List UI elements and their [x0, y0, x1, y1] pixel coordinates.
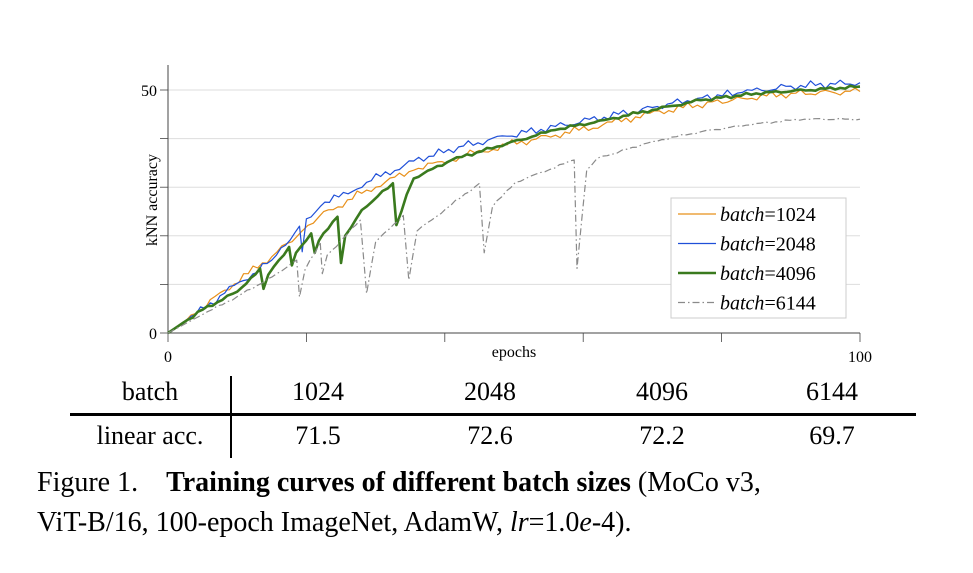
y-tick-label-50: 50 — [141, 83, 157, 100]
table-cell: 69.7 — [809, 421, 855, 450]
series-line-batch-6144 — [167, 117, 861, 334]
caption-math: e — [579, 507, 592, 538]
caption-title: Training curves of different batch sizes — [166, 467, 631, 498]
figure-label: Figure 1. — [37, 467, 139, 498]
caption-math: lr — [509, 507, 529, 538]
table-row-label: linear acc. — [96, 421, 204, 450]
table-header-cell: 1024 — [292, 377, 344, 406]
table-header-cell: 4096 — [636, 377, 688, 406]
table-cell: 72.2 — [639, 421, 685, 450]
x-tick-label-0: 0 — [164, 349, 172, 366]
x-tick-label-100: 100 — [848, 349, 872, 366]
y-tick-label-0: 0 — [149, 326, 157, 343]
legend-label: batch=2048 — [720, 234, 816, 256]
table-header-cell: 6144 — [806, 377, 858, 406]
legend-label: batch=1024 — [720, 204, 816, 226]
caption-text: ViT-B/16, 100-epoch ImageNet, AdamW, — [37, 507, 510, 538]
legend: batch=1024 batch=2048 batch=4096 batch=6144 — [670, 197, 847, 319]
training-curves-chart: kNN accuracy epochs 0 50 0 100 batch=102… — [141, 65, 872, 366]
table-cell: 72.6 — [467, 421, 513, 450]
legend-label: batch=4096 — [720, 263, 816, 285]
table-header-cell: 2048 — [464, 377, 516, 406]
series-line-batch-1024 — [167, 87, 861, 334]
y-axis-label: kNN accuracy — [144, 154, 161, 246]
table-column-rule — [230, 376, 232, 458]
series-line-batch-2048 — [167, 79, 861, 334]
caption-line-1: Figure 1. Training curves of different b… — [37, 467, 761, 499]
x-axis-label: epochs — [492, 344, 536, 361]
caption-line-2: ViT-B/16, 100-epoch ImageNet, AdamW, lr=… — [37, 507, 632, 539]
caption-math: =1.0 — [528, 507, 580, 538]
series-line-batch-4096 — [167, 84, 861, 335]
caption-text: (MoCo v3, — [630, 467, 761, 498]
table-header-rule — [70, 413, 916, 416]
table-header-label: batch — [121, 377, 179, 406]
caption-text: -4). — [591, 507, 632, 538]
table-cell: 71.5 — [295, 421, 341, 450]
legend-label: batch=6144 — [720, 293, 816, 315]
